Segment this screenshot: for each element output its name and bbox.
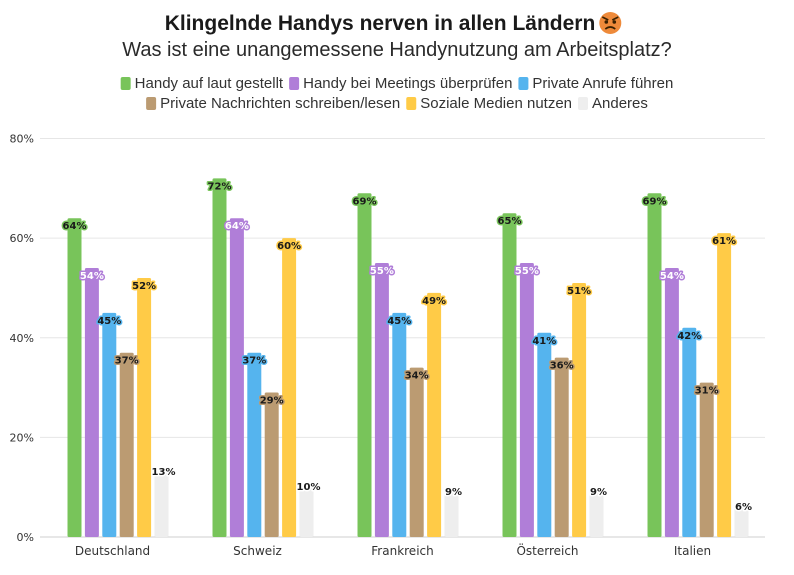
data-label: 49% (422, 296, 446, 307)
x-tick-label: Deutschland (75, 544, 150, 558)
data-label: 10% (297, 482, 321, 493)
data-label: 34% (405, 371, 429, 382)
legend-swatch (289, 77, 300, 90)
legend-label: Anderes (592, 95, 648, 112)
data-label: 41% (532, 336, 556, 347)
bar (502, 213, 517, 537)
bar (519, 263, 534, 537)
bar (264, 392, 279, 537)
y-tick-label: 20% (10, 431, 34, 444)
data-label: 36% (550, 361, 574, 372)
data-label: 54% (80, 271, 104, 282)
legend-swatch (120, 77, 131, 90)
legend-item: Anderes (578, 95, 648, 112)
data-label: 69% (643, 196, 667, 207)
legend-label: Handy bei Meetings überprüfen (303, 75, 512, 92)
chart-title: Klingelnde Handys nerven in allen Länder… (165, 12, 596, 35)
bar (212, 178, 227, 537)
data-label: 45% (387, 316, 411, 327)
legend-item: Private Anrufe führen (518, 75, 673, 92)
data-label: 45% (97, 316, 121, 327)
data-label: 51% (567, 286, 591, 297)
bar (247, 352, 262, 537)
legend-label: Handy auf laut gestellt (135, 75, 284, 92)
bar (229, 218, 244, 537)
data-label: 55% (370, 266, 394, 277)
y-tick-label: 40% (10, 332, 34, 345)
bar (282, 238, 297, 537)
data-label: 37% (242, 356, 266, 367)
bar (84, 268, 99, 537)
bar (154, 472, 169, 537)
bar (409, 367, 424, 537)
x-tick-label: Österreich (516, 542, 578, 558)
bar (67, 218, 82, 537)
data-label: 72% (208, 181, 232, 192)
bar (427, 292, 442, 537)
legend: Handy auf laut gestellt Handy bei Meeting… (120, 75, 673, 112)
legend-label: Soziale Medien nutzen (420, 95, 572, 112)
data-label: 64% (63, 221, 87, 232)
data-label: 69% (353, 196, 377, 207)
legend-swatch (518, 77, 529, 90)
legend-item: Soziale Medien nutzen (406, 95, 572, 112)
data-label: 9% (445, 487, 462, 498)
legend-swatch (146, 97, 157, 110)
bars (67, 178, 749, 538)
bar (299, 487, 314, 537)
bar (682, 327, 697, 537)
legend-item: Handy auf laut gestellt (120, 75, 284, 92)
bar (717, 233, 732, 538)
bar (119, 352, 134, 537)
bar (357, 193, 372, 537)
y-tick-label: 60% (10, 232, 34, 245)
data-label: 55% (515, 266, 539, 277)
data-labels: 64% 54% 45% 37% 52% 13% 72% 64% 37% 29% 60% 10% 69% 5… (61, 180, 753, 515)
bar (537, 332, 552, 537)
legend-item: Handy bei Meetings überprüfen (289, 75, 512, 92)
bar (589, 492, 604, 537)
bar (664, 268, 679, 537)
y-tick-label: 0% (17, 531, 34, 544)
bar (392, 312, 407, 537)
data-label: 37% (115, 356, 139, 367)
legend-row: Handy auf laut gestellt Handy bei Meeting… (120, 75, 673, 92)
legend-row: Private Nachrichten schreiben/lesen Sozia… (146, 95, 648, 112)
x-tick-label: Frankreich (371, 544, 433, 558)
legend-label: Private Nachrichten schreiben/lesen (160, 95, 400, 112)
angry-face-icon (599, 12, 622, 34)
data-label: 60% (277, 241, 301, 252)
y-tick-label: 80% (10, 133, 34, 146)
data-label: 6% (735, 502, 752, 513)
bar (734, 507, 749, 537)
bar (444, 492, 459, 537)
data-label: 65% (498, 216, 522, 227)
bar (554, 357, 569, 537)
data-label: 52% (132, 281, 156, 292)
data-label: 42% (677, 331, 701, 342)
y-axis: 0% 20% 40% 60% 80% (10, 133, 34, 545)
legend-item: Private Nachrichten schreiben/lesen (146, 95, 400, 112)
chart-subtitle: Was ist eine unangemessene Handynutzung … (122, 39, 672, 61)
data-label: 29% (260, 396, 284, 407)
legend-swatch (578, 97, 589, 110)
x-axis: Deutschland Schweiz Frankreich Österreich It… (75, 542, 711, 558)
data-label: 31% (695, 386, 719, 397)
x-tick-label: Schweiz (233, 544, 282, 558)
bar (647, 193, 662, 537)
data-label: 64% (225, 221, 249, 232)
bar (137, 277, 152, 537)
data-label: 13% (152, 467, 176, 478)
data-label: 9% (590, 487, 607, 498)
bar (699, 382, 714, 537)
data-label: 54% (660, 271, 684, 282)
legend-swatch (406, 97, 417, 110)
data-label: 61% (712, 236, 736, 247)
bar (102, 312, 117, 537)
bar (374, 263, 389, 537)
bar (572, 282, 587, 537)
x-tick-label: Italien (674, 544, 711, 558)
legend-label: Private Anrufe führen (532, 75, 673, 92)
